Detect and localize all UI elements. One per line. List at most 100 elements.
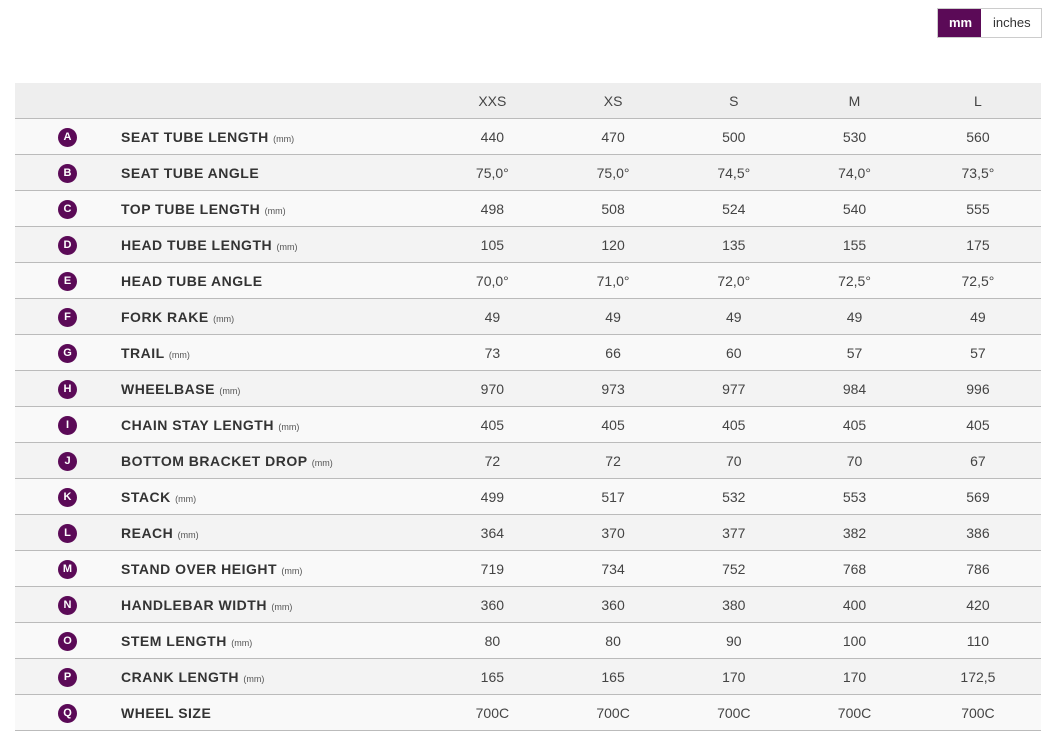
value-cell: 72,0° — [673, 262, 795, 299]
measurement-name: TRAIL (mm) — [120, 334, 432, 371]
letter-cell: Q — [15, 694, 120, 731]
value-cell: 500 — [673, 118, 795, 155]
value-cell: 110 — [914, 622, 1041, 659]
measurement-label: WHEELBASE — [121, 380, 215, 397]
value-cell: 72,5° — [794, 262, 915, 299]
letter-cell: C — [15, 190, 120, 227]
letter-cell: L — [15, 514, 120, 551]
table-row: C TOP TUBE LENGTH (mm) 498 508 524 540 555 — [15, 190, 1041, 227]
value-cell: 165 — [432, 658, 553, 695]
value-cell: 175 — [914, 226, 1041, 263]
table-header: XXS XS S M L — [15, 83, 1041, 119]
letter-cell: A — [15, 118, 120, 155]
measurement-name: REACH (mm) — [120, 514, 432, 551]
measurement-label: CRANK LENGTH — [121, 668, 239, 685]
value-cell: 155 — [794, 226, 915, 263]
value-cell: 530 — [794, 118, 915, 155]
value-cell: 984 — [794, 370, 915, 407]
value-cell: 405 — [794, 406, 915, 443]
unit-label: (mm) — [264, 205, 286, 216]
measurement-label: BOTTOM BRACKET DROP — [121, 452, 308, 469]
inches-button[interactable]: inches — [981, 9, 1041, 37]
table-row: B SEAT TUBE ANGLE 75,0° 75,0° 74,5° 74,0° 73,… — [15, 154, 1041, 191]
value-cell: 405 — [673, 406, 795, 443]
value-cell: 49 — [673, 298, 795, 335]
value-cell: 700C — [794, 694, 915, 731]
unit-label: (mm) — [311, 457, 333, 468]
value-cell: 517 — [552, 478, 674, 515]
value-cell: 405 — [432, 406, 553, 443]
mm-button[interactable]: mm — [938, 9, 981, 37]
unit-label: (mm) — [276, 241, 298, 252]
letter-badge: G — [58, 343, 77, 363]
unit-label: (mm) — [278, 421, 300, 432]
letter-badge: J — [58, 451, 77, 471]
letter-badge: E — [58, 271, 77, 291]
measurement-name: BOTTOM BRACKET DROP (mm) — [120, 442, 432, 479]
measurement-name: SEAT TUBE LENGTH (mm) — [120, 118, 432, 155]
value-cell: 70 — [794, 442, 915, 479]
measurement-name: WHEEL SIZE — [120, 694, 432, 731]
table-row: F FORK RAKE (mm) 49 49 49 49 49 — [15, 298, 1041, 335]
table-row: J BOTTOM BRACKET DROP (mm) 72 72 70 70 67 — [15, 442, 1041, 479]
unit-label: (mm) — [271, 601, 293, 612]
unit-label: (mm) — [243, 673, 265, 684]
value-cell: 75,0° — [552, 154, 674, 191]
value-cell: 73 — [432, 334, 553, 371]
value-cell: 700C — [673, 694, 795, 731]
value-cell: 540 — [794, 190, 915, 227]
letter-cell: H — [15, 370, 120, 407]
letter-badge: L — [58, 523, 77, 543]
value-cell: 470 — [552, 118, 674, 155]
measurement-name: SEAT TUBE ANGLE — [120, 154, 432, 191]
letter-badge: F — [58, 307, 77, 327]
measurement-label: STACK — [121, 488, 171, 505]
value-cell: 382 — [794, 514, 915, 551]
value-cell: 120 — [552, 226, 674, 263]
value-cell: 172,5 — [914, 658, 1041, 695]
value-cell: 100 — [794, 622, 915, 659]
value-cell: 80 — [432, 622, 553, 659]
measurement-name: WHEELBASE (mm) — [120, 370, 432, 407]
unit-label: (mm) — [175, 493, 197, 504]
letter-cell: M — [15, 550, 120, 587]
value-cell: 72 — [432, 442, 553, 479]
measurement-label: REACH — [121, 524, 174, 541]
value-cell: 498 — [432, 190, 553, 227]
unit-label: (mm) — [219, 385, 241, 396]
measurement-name: HEAD TUBE LENGTH (mm) — [120, 226, 432, 263]
value-cell: 71,0° — [552, 262, 674, 299]
value-cell: 74,5° — [673, 154, 795, 191]
measurement-name: HEAD TUBE ANGLE — [120, 262, 432, 299]
measurement-label: HEAD TUBE ANGLE — [121, 272, 263, 289]
letter-badge: A — [58, 127, 77, 147]
letter-cell: N — [15, 586, 120, 623]
measurement-name: HANDLEBAR WIDTH (mm) — [120, 586, 432, 623]
unit-label: (mm) — [273, 133, 295, 144]
value-cell: 66 — [552, 334, 674, 371]
table-row: A SEAT TUBE LENGTH (mm) 440 470 500 530 560 — [15, 118, 1041, 155]
value-cell: 734 — [552, 550, 674, 587]
value-cell: 80 — [552, 622, 674, 659]
size-header-xxs: XXS — [432, 83, 553, 119]
value-cell: 135 — [673, 226, 795, 263]
value-cell: 74,0° — [794, 154, 915, 191]
measurement-label: FORK RAKE — [121, 308, 209, 325]
value-cell: 170 — [673, 658, 795, 695]
value-cell: 49 — [914, 298, 1041, 335]
measurement-label: HEAD TUBE LENGTH — [121, 236, 273, 253]
letter-badge: M — [58, 559, 77, 579]
table-row: M STAND OVER HEIGHT (mm) 719 734 752 768 786 — [15, 550, 1041, 587]
unit-label: (mm) — [168, 349, 190, 360]
letter-badge: C — [58, 199, 77, 219]
measurement-name: CHAIN STAY LENGTH (mm) — [120, 406, 432, 443]
letter-badge: B — [58, 163, 77, 183]
letter-cell: D — [15, 226, 120, 263]
unit-toggle: mm inches — [937, 8, 1042, 38]
table-row: E HEAD TUBE ANGLE 70,0° 71,0° 72,0° 72,5° 72,… — [15, 262, 1041, 299]
measurement-name: STEM LENGTH (mm) — [120, 622, 432, 659]
value-cell: 569 — [914, 478, 1041, 515]
header-letter — [15, 83, 120, 119]
geometry-table: XXS XS S M L A SEAT TUBE LENGTH (mm) 440 470 500… — [15, 83, 1041, 731]
value-cell: 977 — [673, 370, 795, 407]
